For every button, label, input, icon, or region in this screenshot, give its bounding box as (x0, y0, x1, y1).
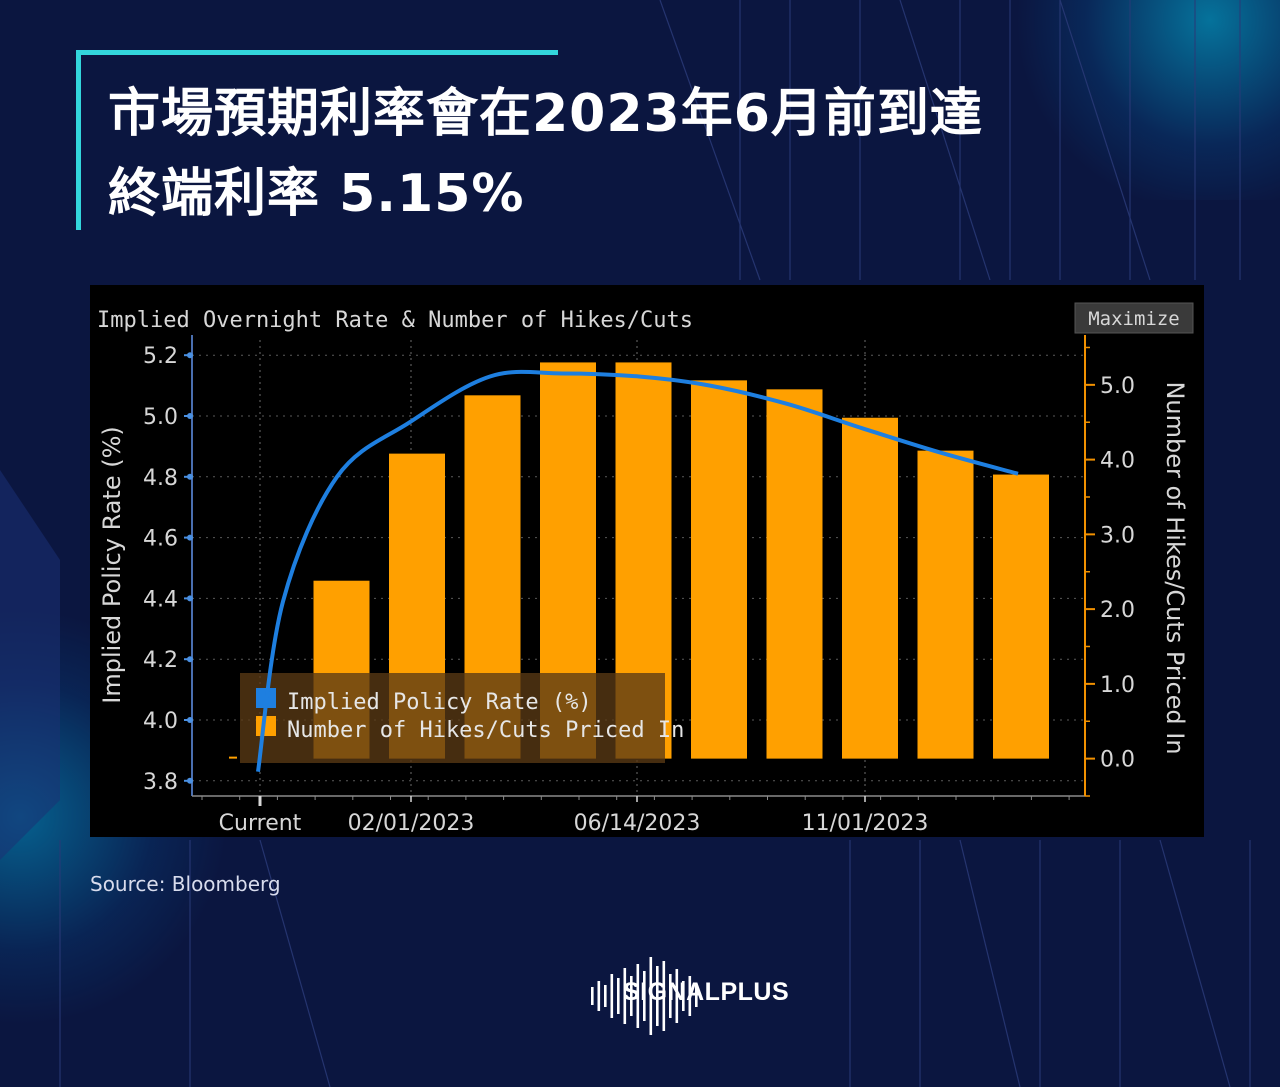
chart-axes: 3.8 4.0 4.2 4.4 4.6 4.8 5.0 5.2 0.0 1.0 2.0 3.0 4.0 5… (143, 335, 1135, 836)
brand-name: SIGNALPLUS (623, 978, 790, 1006)
logo-bar (682, 981, 685, 1011)
legend-label-line: Implied Policy Rate (%) (287, 690, 592, 715)
y-tick-label: 3.8 (143, 770, 178, 795)
logo-bar (591, 987, 594, 1005)
bar-series (229, 362, 1049, 759)
line-series (256, 369, 1019, 772)
y-tick-label: 5.0 (143, 405, 178, 430)
legend-label-bar: Number of Hikes/Cuts Priced In (287, 718, 684, 743)
y2-tick-label: 1.0 (1100, 673, 1135, 698)
x-tick-label: 02/01/2023 (348, 811, 475, 836)
y-tick-dot (187, 777, 193, 784)
title-accent-side (76, 50, 81, 230)
y-axis-label: Implied Policy Rate (%) (98, 426, 126, 704)
logo-bar (675, 969, 679, 1023)
logo-bar (662, 961, 666, 1031)
signalplus-logo-icon (591, 957, 698, 1035)
maximize-button-label: Maximize (1088, 308, 1180, 330)
logo-bar (636, 964, 640, 1028)
y-tick-label: 4.2 (143, 648, 178, 673)
page-title: 市場預期利率會在2023年6月前到達 終端利率 5.15% (108, 74, 983, 234)
logo-bar (695, 985, 698, 1007)
logo-bar (604, 985, 607, 1007)
y-tick-dot (187, 534, 193, 541)
logo-bar (630, 976, 633, 1016)
y-tick-dot (187, 656, 193, 663)
y2-tick-label: 4.0 (1100, 449, 1135, 474)
bar (993, 474, 1049, 759)
logo-bar (597, 981, 601, 1011)
y2-tick-label: 0.0 (1100, 748, 1135, 773)
background-glow-top-right (1000, 0, 1280, 200)
y-tick-dot (187, 473, 193, 480)
logo-bar (669, 974, 672, 1018)
chart-legend: Implied Policy Rate (%) Number of Hikes/… (240, 673, 684, 763)
bar (842, 417, 898, 759)
bar (917, 450, 974, 759)
x-tick-label: 06/14/2023 (574, 811, 701, 836)
logo-bar (610, 974, 614, 1018)
y-tick-label: 4.8 (143, 466, 178, 491)
logo-bar (656, 966, 659, 1026)
y-tick-label: 4.6 (143, 527, 178, 552)
bar (691, 380, 747, 759)
x-tick-label: Current (219, 811, 302, 836)
y2-tick-label: 5.0 (1100, 374, 1135, 399)
chart-panel: Implied Overnight Rate & Number of Hikes… (90, 285, 1204, 837)
y-tick-dot (187, 413, 193, 419)
x-tick-label: 11/01/2023 (802, 811, 929, 836)
y-tick-label: 4.4 (143, 587, 178, 612)
page-title-line2: 終端利率 5.15% (108, 164, 525, 224)
chart-svg: Implied Overnight Rate & Number of Hikes… (97, 302, 1194, 836)
logo-bar (623, 968, 627, 1024)
logo-bar (688, 976, 692, 1016)
logo-bar (649, 957, 653, 1035)
y-tick-dot (187, 717, 193, 723)
source-note: Source: Bloomberg (90, 872, 281, 896)
y-tick-label: 4.0 (143, 709, 178, 734)
y-tick-dot (187, 352, 193, 359)
legend-background (240, 673, 665, 763)
logo-bar (617, 978, 620, 1014)
title-accent-bar (76, 50, 558, 55)
y2-tick-label: 2.0 (1100, 598, 1135, 623)
y2-axis-label: Number of Hikes/Cuts Priced In (1161, 381, 1189, 754)
y-tick-dot (187, 595, 193, 602)
y2-tick-label: 3.0 (1100, 523, 1135, 548)
page-title-line1: 市場預期利率會在2023年6月前到達 (108, 84, 983, 144)
maximize-button[interactable] (1074, 302, 1194, 334)
bar (766, 389, 823, 759)
logo-bar (643, 971, 646, 1021)
y-tick-label: 5.2 (143, 344, 178, 369)
chart-title: Implied Overnight Rate & Number of Hikes… (97, 308, 693, 333)
